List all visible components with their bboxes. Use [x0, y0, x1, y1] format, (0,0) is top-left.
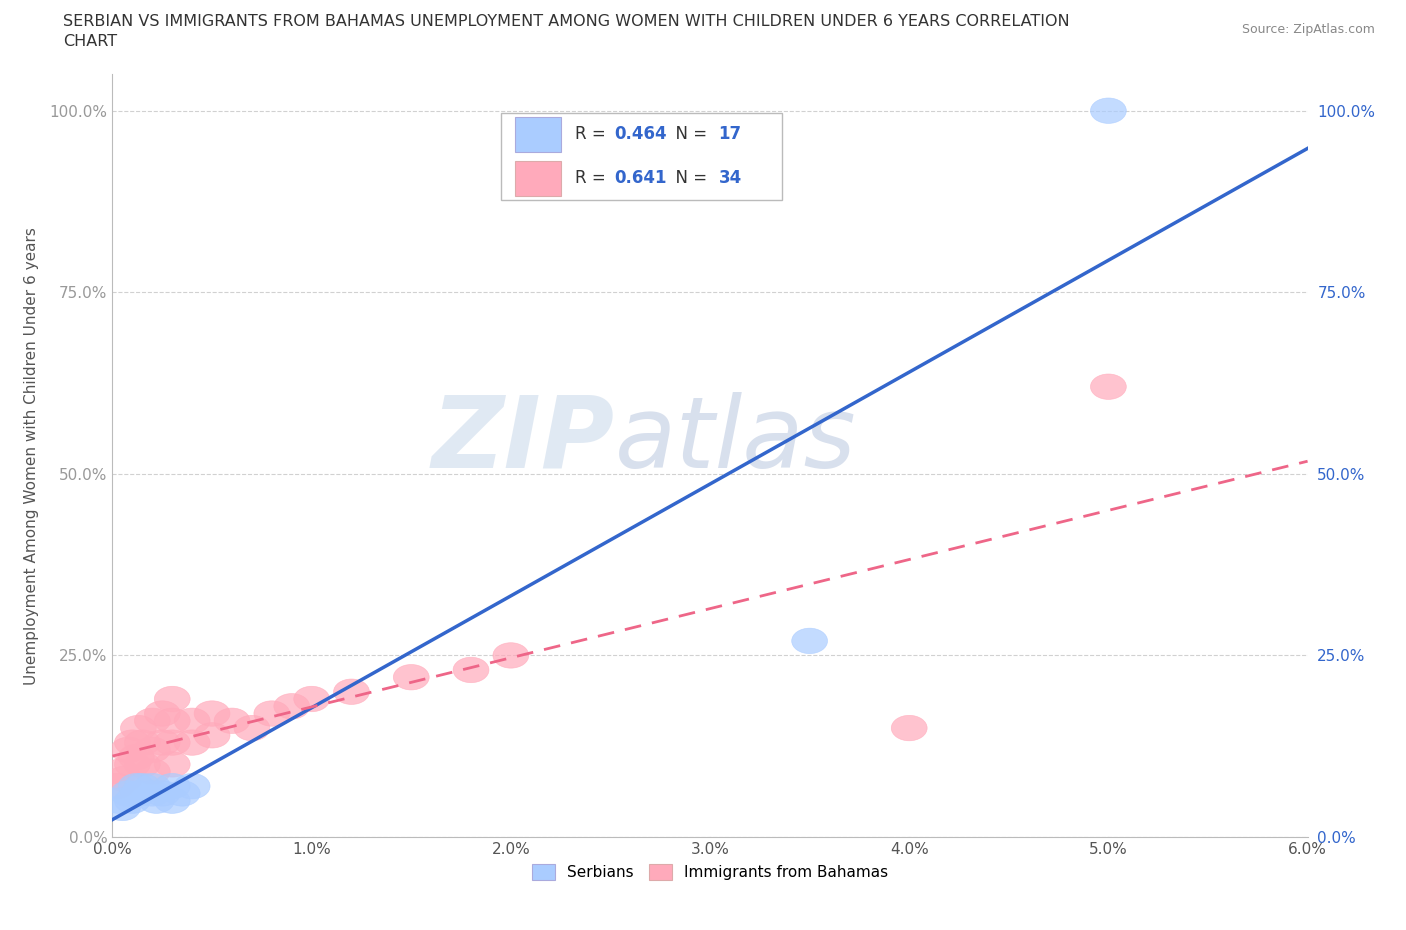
Text: atlas: atlas	[614, 392, 856, 489]
Ellipse shape	[174, 730, 209, 755]
Ellipse shape	[114, 751, 150, 777]
Ellipse shape	[494, 643, 529, 668]
Ellipse shape	[114, 788, 150, 814]
Ellipse shape	[155, 730, 190, 755]
Text: N =: N =	[665, 126, 711, 143]
Ellipse shape	[155, 686, 190, 711]
Ellipse shape	[103, 759, 138, 784]
Text: R =: R =	[575, 126, 612, 143]
Ellipse shape	[125, 730, 160, 755]
Ellipse shape	[214, 708, 250, 734]
Ellipse shape	[233, 715, 270, 741]
FancyBboxPatch shape	[515, 161, 561, 195]
Y-axis label: Unemployment Among Women with Children Under 6 years: Unemployment Among Women with Children U…	[24, 227, 38, 684]
Ellipse shape	[121, 780, 156, 806]
Ellipse shape	[125, 751, 160, 777]
Text: 17: 17	[718, 126, 741, 143]
Ellipse shape	[891, 715, 927, 741]
Ellipse shape	[394, 665, 429, 690]
Ellipse shape	[294, 686, 329, 711]
Ellipse shape	[145, 780, 180, 806]
Ellipse shape	[104, 795, 141, 820]
Text: 0.641: 0.641	[614, 169, 666, 187]
Ellipse shape	[254, 701, 290, 726]
Ellipse shape	[792, 628, 828, 654]
Ellipse shape	[155, 751, 190, 777]
Ellipse shape	[155, 788, 190, 814]
Ellipse shape	[1091, 98, 1126, 124]
Ellipse shape	[118, 774, 155, 799]
Text: R =: R =	[575, 169, 612, 187]
Ellipse shape	[194, 701, 231, 726]
Ellipse shape	[118, 744, 155, 770]
Ellipse shape	[145, 701, 180, 726]
Ellipse shape	[155, 708, 190, 734]
Ellipse shape	[101, 788, 136, 814]
Ellipse shape	[194, 723, 231, 748]
Ellipse shape	[98, 774, 135, 799]
Ellipse shape	[135, 737, 170, 763]
Ellipse shape	[274, 694, 309, 719]
Text: SERBIAN VS IMMIGRANTS FROM BAHAMAS UNEMPLOYMENT AMONG WOMEN WITH CHILDREN UNDER : SERBIAN VS IMMIGRANTS FROM BAHAMAS UNEMP…	[63, 14, 1070, 29]
Legend: Serbians, Immigrants from Bahamas: Serbians, Immigrants from Bahamas	[526, 858, 894, 886]
Ellipse shape	[145, 730, 180, 755]
Ellipse shape	[1091, 374, 1126, 399]
Ellipse shape	[135, 708, 170, 734]
Ellipse shape	[333, 679, 370, 704]
Text: CHART: CHART	[63, 34, 117, 49]
Ellipse shape	[135, 780, 170, 806]
Ellipse shape	[453, 658, 489, 683]
Ellipse shape	[174, 708, 209, 734]
Ellipse shape	[114, 730, 150, 755]
Ellipse shape	[135, 759, 170, 784]
Text: ZIP: ZIP	[432, 392, 614, 489]
Text: Source: ZipAtlas.com: Source: ZipAtlas.com	[1241, 23, 1375, 36]
Ellipse shape	[155, 774, 190, 799]
Ellipse shape	[138, 788, 174, 814]
FancyBboxPatch shape	[501, 113, 782, 200]
Ellipse shape	[107, 766, 142, 791]
Ellipse shape	[111, 780, 146, 806]
Text: 0.464: 0.464	[614, 126, 666, 143]
FancyBboxPatch shape	[515, 117, 561, 152]
Ellipse shape	[125, 774, 160, 799]
Ellipse shape	[121, 715, 156, 741]
Ellipse shape	[111, 737, 146, 763]
Ellipse shape	[165, 780, 200, 806]
Ellipse shape	[135, 774, 170, 799]
Text: N =: N =	[665, 169, 711, 187]
Text: 34: 34	[718, 169, 741, 187]
Ellipse shape	[174, 774, 209, 799]
